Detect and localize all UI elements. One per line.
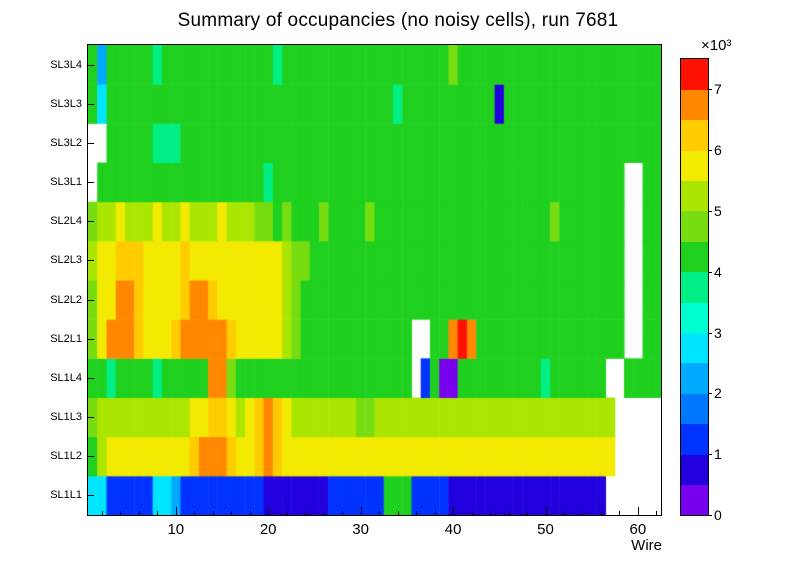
colorbar-band [681, 211, 708, 242]
x-minor-tick [101, 511, 103, 515]
colorbar-band [681, 454, 708, 486]
y-tick [88, 221, 94, 223]
y-axis-label: SL3L3 [50, 97, 82, 110]
colorbar-band [681, 271, 708, 303]
colorbar-tick-label: 4 [714, 263, 722, 280]
colorbar-tick [708, 271, 712, 273]
x-minor-tick [138, 511, 140, 515]
x-major-tick [268, 507, 270, 515]
colorbar-band [681, 119, 708, 151]
y-tick [88, 64, 94, 66]
x-minor-tick [231, 511, 233, 515]
x-minor-tick [379, 511, 381, 515]
colorbar-tick [708, 515, 712, 516]
colorbar-tick-label: 1 [714, 446, 722, 463]
x-minor-tick [120, 511, 122, 515]
x-minor-tick [323, 511, 325, 515]
x-major-tick [360, 507, 362, 515]
y-tick [88, 417, 94, 419]
colorbar-band [681, 241, 708, 273]
x-minor-tick [194, 511, 196, 515]
colorbar-band [681, 484, 708, 516]
y-axis-label: SL2L3 [50, 254, 82, 267]
x-minor-tick [582, 511, 584, 515]
colorbar-tick-label: 3 [714, 324, 722, 341]
x-axis-tick-label: 60 [629, 521, 647, 538]
colorbar-tick-label: 0 [714, 507, 722, 523]
y-tick [88, 260, 94, 262]
colorbar-band [681, 332, 708, 364]
y-tick [88, 377, 94, 379]
x-minor-tick [416, 511, 418, 515]
x-minor-tick [286, 511, 288, 515]
colorbar-tick-label: 6 [714, 142, 722, 159]
x-axis-tick-label: 10 [167, 521, 185, 538]
y-axis-label: SL1L4 [50, 371, 82, 384]
y-tick [88, 338, 94, 340]
x-axis-title: Wire [631, 537, 662, 554]
x-minor-tick [564, 511, 565, 515]
x-minor-tick [157, 511, 159, 515]
x-minor-tick [527, 511, 528, 515]
colorbar-tick [708, 150, 712, 152]
y-tick [88, 299, 94, 301]
colorbar-band [681, 150, 708, 182]
x-minor-tick [508, 511, 510, 515]
y-axis-label: SL3L1 [50, 176, 82, 189]
x-minor-tick [305, 511, 307, 515]
x-major-tick [637, 507, 639, 515]
x-major-tick [453, 507, 455, 515]
x-minor-tick [471, 511, 473, 515]
colorbar-band [681, 302, 708, 334]
x-minor-tick [619, 511, 621, 515]
x-axis-tick-label: 50 [537, 521, 554, 538]
y-axis-label: SL3L4 [50, 58, 82, 71]
colorbar-tick-label: 2 [714, 385, 722, 402]
x-axis-tick-label: 30 [352, 521, 369, 538]
y-axis-label: SL2L1 [50, 332, 82, 345]
x-axis-tick-label: 20 [259, 521, 277, 538]
y-axis-label: SL2L2 [50, 293, 82, 306]
colorbar-tick-label: 5 [714, 203, 722, 219]
x-major-tick [175, 507, 177, 515]
colorbar-band [681, 59, 708, 90]
x-minor-tick [342, 511, 344, 515]
heatmap-canvas [88, 45, 661, 515]
x-major-tick [545, 507, 547, 515]
x-minor-tick [490, 511, 491, 515]
colorbar-scale-label: ×10³ [701, 37, 732, 54]
y-axis-label: SL2L4 [50, 215, 82, 228]
y-axis-label: SL1L1 [50, 489, 82, 502]
y-axis-label: SL1L2 [50, 450, 82, 463]
y-axis-label: SL3L2 [50, 136, 82, 149]
colorbar-band [681, 423, 708, 455]
colorbar-tick [708, 89, 712, 91]
colorbar-band [681, 89, 708, 121]
x-minor-tick [656, 511, 658, 515]
colorbar-band [681, 180, 708, 212]
colorbar-tick-label: 7 [714, 81, 722, 98]
colorbar-band [681, 393, 708, 425]
x-minor-tick [249, 511, 251, 515]
x-minor-tick [397, 511, 399, 515]
y-tick [88, 495, 94, 497]
y-tick [88, 182, 94, 184]
y-axis-label: SL1L3 [50, 411, 82, 424]
colorbar-band [681, 363, 708, 394]
chart-title: Summary of occupancies (no noisy cells),… [177, 10, 619, 31]
x-minor-tick [600, 511, 602, 515]
x-minor-tick [212, 511, 214, 515]
y-tick [88, 142, 94, 144]
colorbar-tick [708, 393, 712, 395]
colorbar-tick [708, 454, 712, 456]
plot-frame [87, 44, 662, 516]
x-minor-tick [434, 511, 436, 515]
x-axis-tick-label: 40 [444, 521, 462, 538]
y-tick [88, 103, 94, 105]
colorbar-tick [708, 211, 712, 212]
colorbar-tick [708, 332, 712, 334]
y-tick [88, 456, 94, 458]
colorbar [680, 58, 709, 516]
